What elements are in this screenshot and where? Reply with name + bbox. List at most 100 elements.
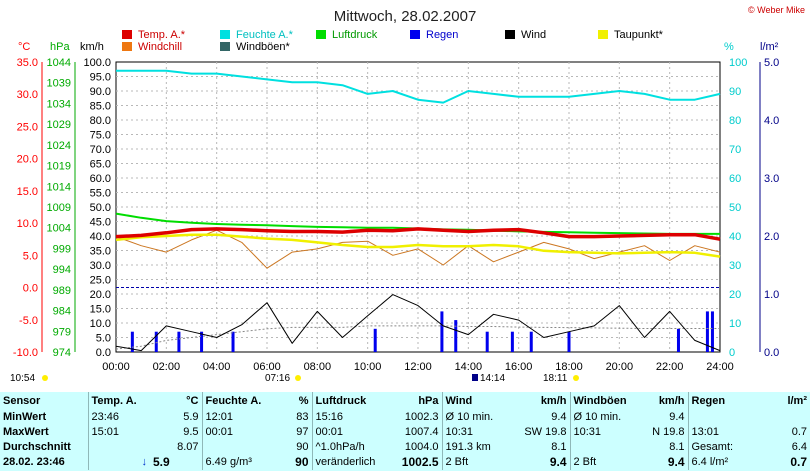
stats-cell: 0.7: [791, 426, 807, 438]
stats-cell: 8.1: [669, 441, 685, 453]
legend-swatch: [122, 42, 132, 51]
tick-label-humidity: 70: [729, 144, 741, 156]
tick-label-pressure: 1014: [47, 181, 71, 193]
moon-icon: [472, 374, 478, 381]
tick-label-temp: 15.0: [17, 186, 38, 198]
rain-bar: [373, 328, 377, 352]
stats-cell: Gesamt:: [687, 440, 758, 455]
legend-swatch: [410, 30, 420, 39]
stats-cell: 2 Bft: [441, 455, 512, 470]
series-line-windböen: [115, 325, 720, 350]
stats-cell: 13:01: [687, 425, 758, 440]
tick-label-time: 00:00: [102, 361, 130, 373]
stats-header-temp-unit: °C: [186, 395, 199, 407]
tick-label-humidity: 100: [729, 57, 747, 69]
weather-chart: Mittwoch, 28.02.2007 © Weber Mike Temp. A.…: [10, 5, 805, 384]
sunset-icon: [573, 375, 579, 381]
rain-bar: [710, 311, 714, 352]
legend-swatch: [598, 30, 608, 39]
tick-label-rain: 2.0: [764, 231, 779, 243]
stats-cell: 9.4: [669, 411, 685, 423]
legend-label: Feuchte A.*: [236, 29, 294, 41]
tick-label-temp: 20.0: [17, 154, 38, 166]
legend-label: Wind: [521, 29, 546, 41]
rain-bar: [567, 331, 571, 352]
rain-bar: [200, 331, 204, 352]
tick-label-wind: 50.0: [90, 202, 111, 214]
series-line-wind: [115, 294, 721, 352]
tick-label-temp: 25.0: [17, 121, 38, 133]
stats-row-max: MaxWert 15:01 9.5 00:01 97 00:01 1007.4 …: [0, 425, 810, 440]
legend-swatch: [505, 30, 515, 39]
tick-label-temp: -10.0: [13, 347, 38, 359]
tick-label-temp: 35.0: [17, 57, 38, 69]
tick-label-humidity: 60: [729, 173, 741, 185]
tick-label-humidity: 20: [729, 289, 741, 301]
tick-label-rain: 5.0: [764, 57, 779, 69]
series-line-taupunkt: [115, 233, 721, 258]
stats-cell: [201, 440, 274, 455]
weather-chart-area: Mittwoch, 28.02.2007 © Weber Mike Temp. A.…: [10, 5, 805, 384]
axis-unit-humidity: %: [724, 41, 734, 53]
sun-icon: [295, 375, 301, 381]
stats-row-current: 28.02. 23:46 ↓ 5.9 6.49 g/m³ 90 veränder…: [0, 455, 810, 470]
tick-label-temp: 5.0: [23, 250, 38, 262]
stats-cell: ^1.0hPa/h: [311, 440, 384, 455]
tick-label-wind: 95.0: [90, 72, 111, 84]
tick-label-pressure: 979: [53, 326, 71, 338]
axis-unit-pressure: hPa: [50, 41, 70, 53]
tick-label-pressure: 1044: [47, 57, 71, 69]
event-time-label: 14:14: [480, 373, 505, 384]
rain-bar: [529, 331, 533, 352]
tick-label-pressure: 994: [53, 264, 71, 276]
event-time-label: 07:16: [265, 373, 290, 384]
stats-cell: 10:31: [441, 425, 512, 440]
stats-header-wind-unit: km/h: [540, 395, 567, 407]
tick-label-pressure: 999: [53, 243, 71, 255]
tick-label-wind: 35.0: [90, 246, 111, 258]
stats-header-row: Sensor Temp. A. °C Feuchte A. % Luftdruc…: [0, 392, 810, 410]
tick-label-wind: 20.0: [90, 289, 111, 301]
tick-label-time: 02:00: [153, 361, 181, 373]
tick-label-pressure: 1029: [47, 119, 71, 131]
stats-cell: 15:01: [87, 425, 150, 440]
legend-swatch: [220, 42, 230, 51]
tick-label-rain: 0.0: [764, 347, 779, 359]
tick-label-pressure: 1034: [47, 98, 71, 110]
stats-cell: 12:01: [201, 410, 274, 425]
stats-cell: [87, 440, 150, 455]
tick-label-wind: 70.0: [90, 144, 111, 156]
tick-label-humidity: 30: [729, 260, 741, 272]
stats-header-pressure: Luftdruck: [311, 392, 384, 410]
tick-label-wind: 5.0: [96, 333, 111, 345]
tick-label-temp: -5.0: [19, 315, 38, 327]
event-time-label: 10:54: [10, 373, 35, 384]
tick-label-wind: 75.0: [90, 130, 111, 142]
stats-header-sensor: Sensor: [3, 395, 41, 407]
stats-cell: [758, 410, 810, 425]
stats-row-min: MinWert 23:46 5.9 12:01 83 15:16 1002.3 …: [0, 410, 810, 425]
tick-label-wind: 100.0: [83, 57, 111, 69]
stats-row-label: MinWert: [3, 411, 47, 423]
tick-label-humidity: 40: [729, 231, 741, 243]
event-time-label: 18:11: [543, 373, 568, 384]
tick-label-temp: 30.0: [17, 89, 38, 101]
tick-label-humidity: 90: [729, 86, 741, 98]
tick-label-humidity: 10: [729, 318, 741, 330]
stats-cell: 6.4: [791, 441, 807, 453]
stats-header-wind: Wind: [441, 392, 512, 410]
tick-label-time: 24:00: [706, 361, 734, 373]
stats-cell: veränderlich: [311, 455, 384, 470]
stats-row-label: MaxWert: [3, 426, 49, 438]
legend-label: Regen: [426, 29, 458, 41]
stats-header-gust-unit: km/h: [658, 395, 685, 407]
tick-label-time: 18:00: [555, 361, 583, 373]
stats-cell: 10:31: [569, 425, 634, 440]
rain-bar: [485, 331, 489, 352]
rain-bar: [454, 320, 458, 352]
stats-cell: 9.4: [667, 455, 685, 469]
axis-unit-rain: l/m²: [760, 41, 779, 53]
stats-cell: 9.4: [549, 455, 567, 469]
stats-cell: 90: [295, 455, 309, 469]
rain-bar: [231, 331, 235, 352]
